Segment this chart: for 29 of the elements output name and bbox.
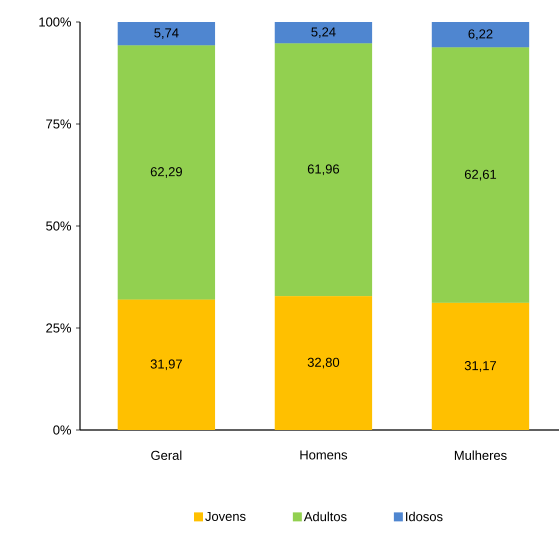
data-label: 31,17 [464,361,496,372]
y-tick-label: 100% [39,17,72,27]
x-tick-label: Mulheres [454,450,507,460]
bar [274,22,372,44]
data-label: 6,22 [468,29,492,40]
legend-label: Jovens [205,512,246,521]
data-label: 31,97 [150,359,182,370]
y-tick-label: 75% [46,119,72,129]
y-tick-label: 0% [53,425,72,435]
bar [118,300,216,430]
data-label: 32,80 [308,358,340,368]
data-label: 62,61 [464,170,496,180]
bar [274,43,372,296]
bar [432,302,530,430]
bar [274,296,372,430]
bar [432,22,530,48]
bar [432,47,530,303]
y-tick-label: 50% [46,221,72,231]
data-label: 61,96 [308,164,340,176]
legend-label: Idosos [406,512,443,522]
y-tick-label: 25% [46,323,72,333]
x-tick-label: Homens [300,450,348,460]
data-label: 5,24 [311,27,336,38]
bar [118,45,216,300]
bar [118,22,216,46]
x-tick-label: Geral [151,450,182,460]
data-label: 62,29 [150,167,182,178]
data-label: 5,74 [154,28,179,39]
legend-label: Adultos [304,512,347,522]
